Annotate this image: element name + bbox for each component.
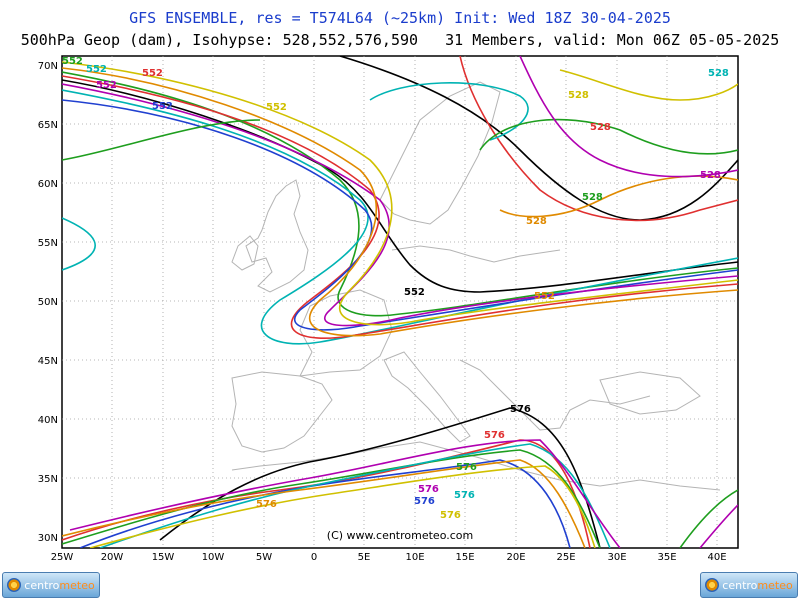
logo-accent: meteo	[757, 578, 793, 592]
coast-ireland	[231, 235, 259, 271]
lon-label: 15E	[455, 552, 474, 563]
copyright-text: (C) www.centrometeo.com	[327, 529, 473, 542]
sun-globe-icon	[7, 578, 22, 592]
lat-label: 45N	[38, 356, 58, 367]
contour-576-cyan	[99, 443, 611, 548]
logo-text: centro	[722, 578, 758, 592]
lat-label: 50N	[38, 297, 58, 308]
isohypse-labels: 552 552 552 552 552 552 552 552 528 528 …	[62, 56, 729, 521]
contour-528-green	[479, 118, 738, 155]
isohypse-contours	[62, 56, 738, 548]
iso-label: 528	[568, 90, 589, 101]
contour-552-cyan-2	[62, 217, 96, 271]
iso-label: 552	[96, 80, 117, 91]
contour-552-orange	[62, 67, 738, 337]
contour-528-red	[459, 56, 738, 222]
contour-576-red	[62, 439, 591, 548]
contour-576-blue	[79, 459, 571, 548]
iso-label: 576	[484, 430, 505, 441]
coast-france	[299, 289, 393, 377]
coast-balkans	[459, 359, 651, 431]
contour-552-red	[62, 75, 738, 339]
lat-lon-grid	[62, 56, 738, 548]
contour-552-yellow	[62, 61, 738, 326]
lon-label: 40E	[707, 552, 726, 563]
lon-label: 30E	[607, 552, 626, 563]
contour-576-green-2	[679, 489, 738, 548]
contour-576-magenta-2	[699, 504, 738, 548]
contour-552-green-2	[62, 119, 261, 161]
contour-576-yellow	[89, 465, 596, 548]
contour-576-black	[159, 407, 601, 548]
iso-label: 576	[418, 484, 439, 495]
contour-528-cyan	[369, 82, 529, 141]
centrometeo-logo-right[interactable]: centro meteo	[700, 572, 798, 598]
iso-label: 528	[708, 68, 729, 79]
iso-label: 576	[510, 404, 531, 415]
iso-label: 576	[440, 510, 461, 521]
contour-528-black	[339, 56, 738, 221]
lon-label: 25W	[51, 552, 74, 563]
iso-label: 552	[534, 291, 555, 302]
iso-label: 552	[266, 102, 287, 113]
contour-576-orange	[62, 459, 586, 548]
longitude-labels: 25W 20W 15W 10W 5W 0 5E 10E 15E 20E 25E …	[51, 552, 727, 563]
coast-british-isles	[245, 179, 309, 293]
contour-528-yellow	[559, 69, 738, 101]
coast-italy	[383, 351, 471, 443]
contour-528-magenta	[519, 56, 738, 178]
lat-label: 70N	[38, 61, 58, 72]
chart-title: GFS ENSEMBLE, res = T574L64 (~25km) Init…	[129, 9, 671, 27]
contour-576-green	[62, 449, 601, 548]
iso-label: 528	[526, 216, 547, 227]
iso-label: 552	[142, 68, 163, 79]
iso-label: 576	[456, 462, 477, 473]
lat-label: 65N	[38, 120, 58, 131]
iso-label: 552	[404, 287, 425, 298]
contour-552-black	[62, 79, 738, 293]
lon-label: 20W	[101, 552, 124, 563]
iso-label: 528	[582, 192, 603, 203]
lon-label: 20E	[506, 552, 525, 563]
lon-label: 10W	[202, 552, 225, 563]
lon-label: 15W	[152, 552, 175, 563]
chart-subtitle: 500hPa Geop (dam), Isohypse: 528,552,576…	[20, 31, 780, 49]
iso-label: 576	[454, 490, 475, 501]
lat-label: 30N	[38, 533, 58, 544]
contour-552-blue	[62, 99, 738, 331]
lat-label: 40N	[38, 415, 58, 426]
lon-label: 0	[311, 552, 317, 563]
iso-label: 552	[152, 101, 173, 112]
iso-label: 576	[256, 499, 277, 510]
logo-accent: meteo	[59, 578, 95, 592]
logo-text: centro	[24, 578, 60, 592]
lon-label: 5E	[358, 552, 371, 563]
lat-label: 60N	[38, 179, 58, 190]
centrometeo-logo-left[interactable]: centro meteo	[2, 572, 100, 598]
coast-scandinavia	[379, 81, 501, 225]
coast-black-sea	[599, 371, 701, 415]
coast-baltic-germany	[391, 245, 561, 263]
contour-576-magenta	[69, 439, 621, 548]
lat-label: 55N	[38, 238, 58, 249]
iso-label: 552	[62, 56, 83, 67]
map-frame	[61, 55, 739, 549]
sun-globe-icon	[705, 578, 720, 592]
lon-label: 10E	[405, 552, 424, 563]
iso-label: 528	[700, 170, 721, 181]
lon-label: 35E	[657, 552, 676, 563]
contour-552-magenta	[62, 83, 738, 327]
iso-label: 528	[590, 122, 611, 133]
latitude-labels: 70N 65N 60N 55N 50N 45N 40N 35N 30N	[38, 61, 58, 544]
lon-label: 5W	[256, 552, 272, 563]
iso-label: 576	[414, 496, 435, 507]
iso-label: 552	[86, 64, 107, 75]
lat-label: 35N	[38, 474, 58, 485]
lon-label: 25E	[556, 552, 575, 563]
